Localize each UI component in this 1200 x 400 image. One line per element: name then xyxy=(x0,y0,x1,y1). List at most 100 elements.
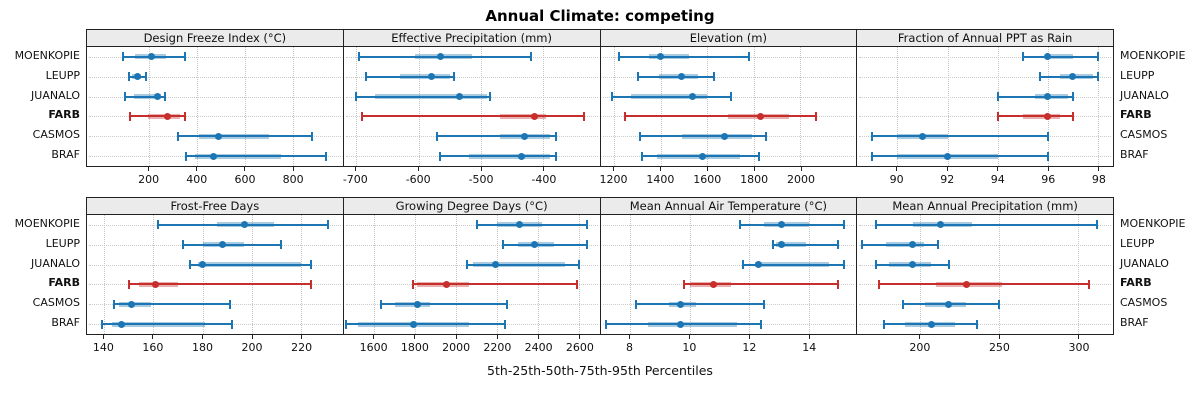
percentile-range-5-95 xyxy=(1040,75,1098,78)
gridline-vertical xyxy=(689,215,691,334)
axis-tick-label: 2400 xyxy=(524,341,553,354)
percentile-band-25-75 xyxy=(197,262,301,268)
panel-header-mean-annual-air-temperature: Mean Annual Air Temperature (°C) xyxy=(599,197,858,215)
panel-plot-frost-free-days xyxy=(86,215,344,335)
panel-plot-fraction-annual-ppt-rain xyxy=(856,47,1114,167)
percentile-range-5-95 xyxy=(130,115,185,118)
whisker-cap-p95 xyxy=(586,220,589,230)
whisker-cap-p95 xyxy=(231,319,234,329)
whisker-cap-p95 xyxy=(309,279,312,289)
axis-tick xyxy=(613,167,615,171)
gridline-horizontal xyxy=(89,96,341,98)
percentile-range-5-95 xyxy=(345,323,506,326)
median-dot xyxy=(1044,93,1052,101)
percentile-range-5-95 xyxy=(636,303,765,306)
whisker-cap-p5 xyxy=(436,131,439,141)
gridline-vertical xyxy=(456,215,458,334)
site-label-leupp: LEUPP xyxy=(45,68,80,82)
gridline-horizontal xyxy=(345,224,598,226)
site-label-farb: FARB xyxy=(48,276,80,290)
median-dot xyxy=(133,73,141,81)
percentile-band-25-75 xyxy=(499,113,547,119)
whisker-cap-p5 xyxy=(883,319,886,329)
axis-tick xyxy=(946,167,948,171)
panel-mean-annual-air-temperature: Mean Annual Air Temperature (°C) 8 10 12 14 xyxy=(599,197,858,360)
panel-design-freeze-index: Design Freeze Index (°C) 200 400 600 800 xyxy=(86,29,344,192)
whisker-cap-p5 xyxy=(361,111,364,121)
axis-tick xyxy=(753,167,755,171)
whisker-cap-p95 xyxy=(310,131,313,141)
median-dot xyxy=(218,241,226,249)
percentile-range-5-95 xyxy=(683,283,839,286)
axis-tick-label: 96 xyxy=(1041,173,1056,186)
percentile-band-25-75 xyxy=(374,94,488,100)
panel-row-bottom: MOENKOPIE LEUPP JUANALO FARB CASMOS BRAF Fros… xyxy=(0,197,1200,360)
gridline-vertical xyxy=(707,47,709,166)
median-dot xyxy=(677,300,685,308)
whisker-cap-p5 xyxy=(996,111,999,121)
site-label-moenkopie: MOENKOPIE xyxy=(14,49,80,62)
whisker-cap-p95 xyxy=(757,151,760,161)
axis-tick xyxy=(896,167,898,171)
gridline-horizontal xyxy=(89,116,341,118)
gridline-vertical xyxy=(292,47,294,166)
axis-tick xyxy=(579,335,581,339)
whisker-cap-p95 xyxy=(144,72,147,82)
whisker-cap-p5 xyxy=(355,92,358,102)
whisker-cap-p5 xyxy=(129,111,132,121)
percentile-range-5-95 xyxy=(997,115,1073,118)
panel-header-frost-free-days: Frost-Free Days xyxy=(86,197,344,215)
whisker-cap-p5 xyxy=(682,279,685,289)
gridline-vertical xyxy=(356,47,358,166)
percentile-range-5-95 xyxy=(1022,55,1098,58)
median-dot xyxy=(962,280,970,288)
axis-tick xyxy=(354,167,356,171)
percentile-band-25-75 xyxy=(199,133,269,139)
panel-plot-elevation xyxy=(599,47,858,167)
whisker-cap-p95 xyxy=(163,92,166,102)
whisker-cap-p95 xyxy=(729,92,732,102)
percentile-range-5-95 xyxy=(619,55,750,58)
median-dot xyxy=(918,132,926,140)
percentile-band-25-75 xyxy=(111,321,206,327)
axis-tick xyxy=(373,335,375,339)
whisker-cap-p5 xyxy=(185,151,188,161)
whisker-cap-p95 xyxy=(947,260,950,270)
percentile-range-5-95 xyxy=(125,95,165,98)
whisker-cap-p95 xyxy=(998,299,1001,309)
median-dot xyxy=(152,280,160,288)
axis-tick-label: 160 xyxy=(142,341,164,354)
gridline-vertical xyxy=(660,47,662,166)
median-dot xyxy=(530,112,538,120)
axis-tick xyxy=(659,167,661,171)
gridline-vertical xyxy=(374,215,376,334)
whisker-cap-p5 xyxy=(639,131,642,141)
median-dot xyxy=(688,93,696,101)
whisker-cap-p95 xyxy=(1046,151,1049,161)
axis-tick-label: 220 xyxy=(291,341,313,354)
gridline-vertical xyxy=(1047,47,1049,166)
gridline-horizontal xyxy=(89,76,341,78)
panel-header-design-freeze-index: Design Freeze Index (°C) xyxy=(86,29,344,47)
percentile-band-25-75 xyxy=(657,153,740,159)
whisker-cap-p5 xyxy=(100,319,103,329)
gridline-vertical xyxy=(543,47,545,166)
site-label-braf: BRAF xyxy=(1120,147,1149,161)
panel-axis-frost-free-days: 140 160 180 200 220 xyxy=(86,335,344,360)
whisker-cap-p95 xyxy=(228,299,231,309)
percentile-band-25-75 xyxy=(194,153,281,159)
percentile-range-5-95 xyxy=(440,155,556,158)
percentile-band-25-75 xyxy=(649,54,689,60)
gridline-vertical xyxy=(997,47,999,166)
panel-elevation: Elevation (m) 1200 1400 1600 1800 2000 xyxy=(599,29,858,192)
panel-fraction-annual-ppt-rain: Fraction of Annual PPT as Rain 90 92 94 96 98 xyxy=(856,29,1114,192)
percentile-range-5-95 xyxy=(876,223,1098,226)
whisker-cap-p5 xyxy=(113,299,116,309)
axis-tick-label: 250 xyxy=(988,341,1010,354)
median-dot xyxy=(491,261,499,269)
whisker-cap-p95 xyxy=(575,279,578,289)
panel-effective-precipitation: Effective Precipitation (mm) -700 -600 -500… xyxy=(342,29,601,192)
whisker-cap-p5 xyxy=(379,299,382,309)
whisker-cap-p5 xyxy=(502,240,505,250)
percentile-band-25-75 xyxy=(775,242,806,248)
